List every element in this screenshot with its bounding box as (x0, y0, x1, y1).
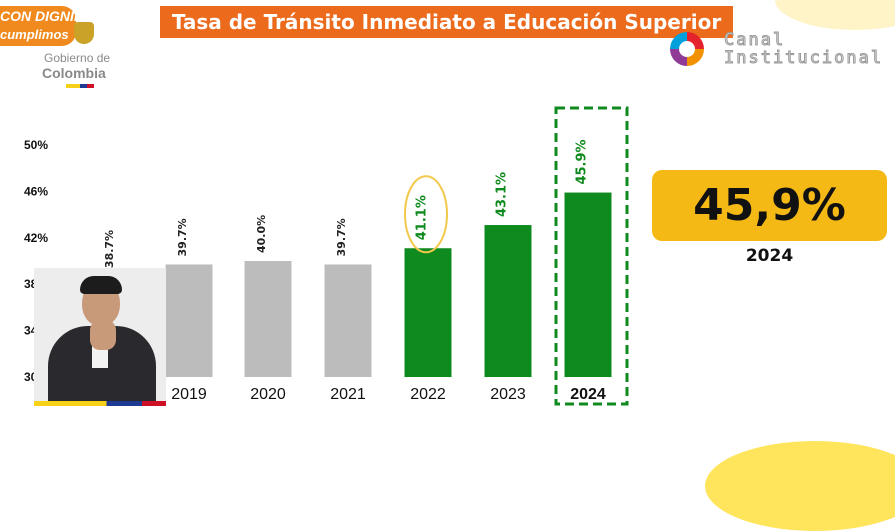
x-tick-label: 2021 (330, 386, 366, 403)
flag-color-strip (34, 401, 166, 406)
y-tick-label: 42% (24, 231, 48, 245)
data-label: 39.7% (176, 218, 189, 256)
highlight-value: 45,9% (652, 170, 887, 241)
highlight-dashed-box (554, 106, 629, 406)
bar-chart: 30%34%38%42%46%50%38.7%39.7%201940.0%202… (24, 106, 629, 406)
y-tick-label: 46% (24, 184, 48, 198)
highlight-year: 2024 (745, 246, 794, 266)
data-label: 41.1% (415, 195, 430, 240)
bar (484, 225, 532, 377)
data-label: 39.7% (335, 218, 348, 256)
x-tick-label: 2019 (171, 386, 207, 403)
canal-ring-icon (670, 32, 704, 66)
bar (244, 261, 292, 377)
chart-title: Tasa de Tránsito Inmediato a Educación S… (160, 6, 733, 38)
x-tick-label: 2023 (490, 386, 526, 403)
canal-institucional-logo: Canal Institucional (668, 28, 882, 74)
coat-of-arms-icon (74, 22, 94, 44)
data-label: 43.1% (495, 172, 510, 217)
y-tick-label: 50% (24, 138, 48, 152)
logo-line-1: CON DIGNIDAD (0, 8, 105, 24)
x-tick-label: 2020 (250, 386, 286, 403)
x-tick-label: 2022 (410, 386, 446, 403)
bar (404, 248, 452, 377)
colombia-flag-icon (66, 84, 94, 88)
sign-language-interpreter-inset (34, 268, 166, 406)
gobierno-label: Gobierno de (44, 51, 111, 65)
data-label: 40.0% (255, 215, 268, 253)
bar (324, 264, 372, 377)
x-tick-label: 2024 (570, 386, 606, 403)
institucional-label: Institucional (723, 48, 884, 69)
interpreter-hair (80, 276, 122, 294)
interpreter-hand (90, 320, 116, 350)
bar (564, 192, 612, 377)
colombia-label: Colombia (42, 65, 106, 81)
logo-ribbon (0, 6, 76, 46)
logo-line-2: cumplimos (0, 27, 69, 42)
highlight-circle (404, 175, 448, 254)
con-dignidad-logo: CON DIGNIDAD cumplimos Gobierno de Colom… (0, 0, 140, 90)
data-label: 45.9% (575, 139, 590, 184)
canal-label: Canal (723, 30, 786, 51)
bar (165, 264, 213, 377)
data-label: 38.7% (103, 230, 116, 268)
